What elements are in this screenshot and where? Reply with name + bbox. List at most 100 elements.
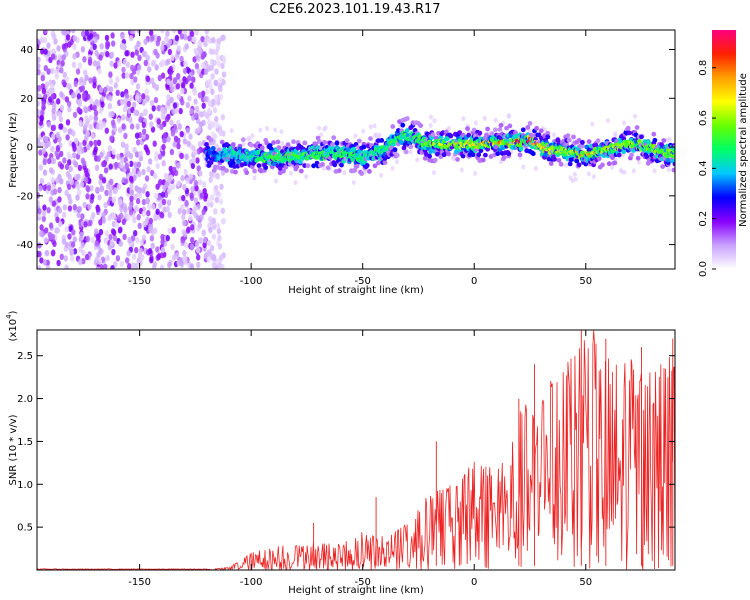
heatmap-noise-cell xyxy=(110,32,115,39)
heatmap-noise-cell xyxy=(200,62,206,69)
heatmap-noise-cell xyxy=(493,117,498,123)
heatmap-noise-cell xyxy=(56,259,61,267)
heatmap-trace-cell xyxy=(230,142,236,147)
heatmap-trace-cell xyxy=(233,169,238,175)
heatmap-noise-cell xyxy=(211,223,217,230)
heatmap-trace-cell xyxy=(418,123,424,128)
heatmap-noise-cell xyxy=(118,126,123,134)
heatmap-noise-cell xyxy=(43,48,48,55)
heatmap-noise-cell xyxy=(64,225,69,233)
heatmap-noise-cell xyxy=(72,43,77,50)
heatmap-noise-cell xyxy=(129,189,134,196)
heatmap-noise-cell xyxy=(145,75,151,83)
heatmap-trace-cell xyxy=(352,167,358,173)
heatmap-noise-cell xyxy=(113,261,118,268)
heatmap-noise-cell xyxy=(145,95,150,102)
heatmap-noise-cell xyxy=(180,99,185,106)
heatmap-noise-cell xyxy=(47,157,52,165)
heatmap-trace-cell xyxy=(565,133,571,139)
heatmap-noise-cell xyxy=(180,88,185,95)
heatmap-trace-cell xyxy=(455,157,460,162)
heatmap-noise-cell xyxy=(160,72,166,79)
heatmap-noise-cell xyxy=(573,176,578,182)
heatmap-noise-cell xyxy=(552,132,556,138)
heatmap-noise-cell xyxy=(622,120,627,126)
heatmap-noise-cell xyxy=(50,93,55,100)
y-tick-label: 20 xyxy=(20,94,33,105)
heatmap-noise-cell xyxy=(164,181,169,188)
heatmap-noise-cell xyxy=(209,201,214,208)
heatmap-frame xyxy=(36,29,676,270)
heatmap-trace-cell xyxy=(610,155,615,161)
heatmap-trace-cell xyxy=(493,127,498,133)
heatmap-noise-cell xyxy=(55,216,60,223)
heatmap-noise-cell xyxy=(166,99,171,106)
heatmap-noise-cell xyxy=(85,235,91,243)
heatmap-noise-cell xyxy=(161,143,166,151)
colorbar-tick-label: 0.0 xyxy=(698,261,709,277)
heatmap-noise-cell xyxy=(199,213,204,221)
heatmap-noise-cell xyxy=(179,33,185,40)
heatmap-noise-cell xyxy=(183,34,188,41)
heatmap-noise-cell xyxy=(633,113,637,119)
heatmap-noise-cell xyxy=(220,207,225,214)
heatmap-noise-cell xyxy=(84,176,89,184)
heatmap-noise-cell xyxy=(52,188,58,195)
heatmap-trace-cell xyxy=(660,164,666,170)
heatmap-noise-cell xyxy=(176,45,181,52)
heatmap-noise-cell xyxy=(129,72,134,80)
heatmap-noise-cell xyxy=(131,253,137,260)
heatmap-noise-cell xyxy=(98,228,104,236)
heatmap-noise-cell xyxy=(201,102,206,109)
heatmap-noise-cell xyxy=(173,107,178,115)
heatmap-noise-cell xyxy=(39,36,44,44)
heatmap-noise-cell xyxy=(206,107,212,115)
heatmap-noise-cell xyxy=(54,227,59,234)
heatmap-noise-cell xyxy=(46,42,51,49)
heatmap-trace-cell xyxy=(322,140,328,145)
heatmap-noise-cell xyxy=(206,249,212,256)
heatmap-trace-cell xyxy=(574,158,580,164)
heatmap-noise-cell xyxy=(98,179,103,186)
heatmap-noise-cell xyxy=(229,128,234,134)
x-tick-label: -100 xyxy=(240,577,263,588)
heatmap-noise-cell xyxy=(184,241,189,249)
heatmap-noise-cell xyxy=(204,30,209,35)
heatmap-noise-cell xyxy=(169,148,175,156)
heatmap-noise-cell xyxy=(451,156,456,162)
heatmap-noise-cell xyxy=(167,187,172,195)
heatmap-noise-cell xyxy=(101,177,107,184)
heatmap-noise-cell xyxy=(93,139,98,147)
heatmap-trace-cell xyxy=(556,157,562,163)
heatmap-noise-cell xyxy=(432,118,437,124)
snr-y-axis-label: SNR (10 * v/v) xyxy=(8,414,19,485)
heatmap-noise-cell xyxy=(101,160,106,168)
heatmap-noise-cell xyxy=(183,168,188,176)
heatmap-noise-cell xyxy=(113,161,119,169)
heatmap-noise-cell xyxy=(190,236,195,244)
heatmap-noise-cell xyxy=(116,153,121,160)
y-tick-label: 0 xyxy=(27,143,33,154)
heatmap-noise-cell xyxy=(111,40,116,47)
heatmap-noise-cell xyxy=(121,123,126,130)
heatmap-noise-cell xyxy=(94,256,100,263)
heatmap-noise-cell xyxy=(97,194,102,201)
heatmap-noise-cell xyxy=(41,210,47,217)
heatmap-noise-cell xyxy=(156,118,161,125)
heatmap-noise-cell xyxy=(141,187,146,194)
heatmap-noise-cell xyxy=(118,226,123,233)
heatmap-trace-cell xyxy=(275,139,281,145)
heatmap-noise-cell xyxy=(214,68,219,75)
heatmap-noise-cell xyxy=(51,133,56,140)
heatmap-noise-cell xyxy=(166,136,171,143)
heatmap-noise-cell xyxy=(160,238,165,246)
heatmap-noise-cell xyxy=(353,133,358,139)
heatmap-noise-cell xyxy=(160,252,165,259)
heatmap-noise-cell xyxy=(71,229,76,236)
heatmap-noise-cell xyxy=(188,214,193,222)
heatmap-noise-cell xyxy=(221,55,227,62)
heatmap-noise-cell xyxy=(128,209,134,216)
heatmap-noise-cell xyxy=(169,119,174,126)
heatmap-noise-cell xyxy=(214,94,219,102)
